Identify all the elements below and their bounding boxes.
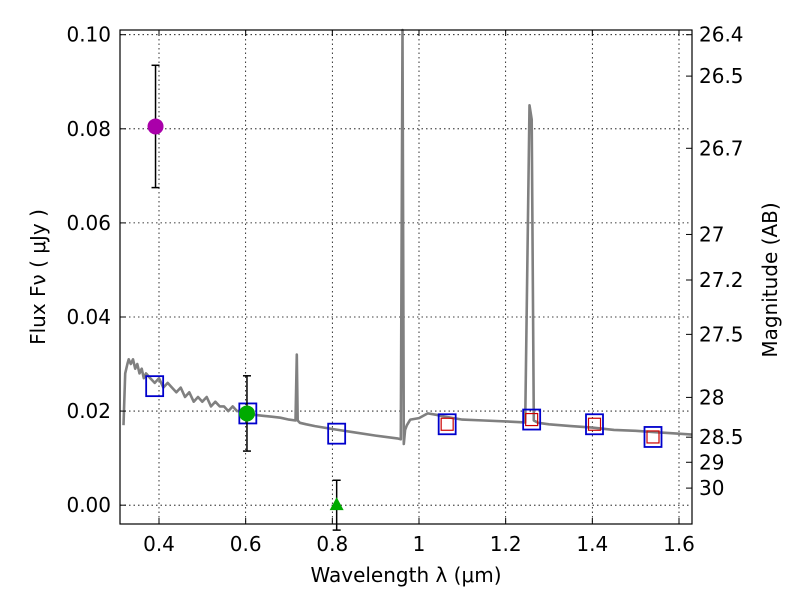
- x-tick-label: 0.8: [316, 532, 348, 556]
- y-tick-label: 0.00: [66, 493, 111, 517]
- y-tick-label: 0.02: [66, 399, 111, 423]
- x-tick-label: 0.4: [143, 532, 175, 556]
- observed-flux-point: [147, 118, 164, 135]
- observed-flux-point: [238, 405, 255, 422]
- ticks-layer: 0.4 0.6 0.8 1 1.2 1.4 1.6 0.00 0.02 0.04 0.06 0.08 0…: [66, 23, 743, 556]
- y2-tick-label: 27.2: [699, 268, 744, 292]
- model-flux-square: [643, 426, 663, 448]
- y2-tick-label: 28.5: [699, 425, 744, 449]
- y-axis-label: Flux Fν ( μJy ): [26, 209, 50, 345]
- model-flux-square: [327, 422, 347, 445]
- model-flux-square: [145, 375, 165, 398]
- model-flux-square-small: [646, 430, 660, 444]
- y2-tick-label: 30: [699, 476, 724, 500]
- y2-tick-label: 27: [699, 222, 724, 246]
- x-tick-label: 1.4: [576, 532, 608, 556]
- x-tick-label: 1.2: [490, 532, 522, 556]
- observed-flux-triangle: [329, 497, 344, 511]
- y-tick-label: 0.08: [66, 117, 111, 141]
- plot-frame: [119, 29, 693, 525]
- x-axis-label: Wavelength λ (μm): [310, 563, 501, 587]
- y2-tick-label: 26.4: [699, 23, 744, 47]
- model-spectrum-line: [122, 28, 693, 446]
- y2-tick-label: 29: [699, 450, 724, 474]
- model-flux-square: [585, 413, 604, 436]
- y2-axis-label: Magnitude (AB): [758, 202, 782, 357]
- x-tick-label: 1.6: [663, 532, 695, 556]
- y-tick-label: 0.06: [66, 211, 111, 235]
- x-tick-label: 0.6: [230, 532, 262, 556]
- y2-tick-label: 27.5: [699, 322, 744, 346]
- model-flux-square-small: [587, 417, 602, 431]
- model-flux-square-small: [440, 417, 454, 431]
- y-tick-label: 0.04: [66, 305, 111, 329]
- grid-lines: [120, 30, 692, 524]
- markers-layer: [145, 64, 663, 531]
- spectrum-layer: [122, 28, 693, 446]
- y2-tick-label: 26.5: [699, 64, 744, 88]
- y2-tick-label: 28: [699, 385, 724, 409]
- model-flux-square: [437, 413, 457, 436]
- y2-tick-label: 26.7: [699, 136, 744, 160]
- model-flux-square-small: [525, 412, 539, 427]
- x-tick-label: 1: [413, 532, 426, 556]
- model-flux-square: [522, 408, 542, 431]
- y-tick-label: 0.10: [66, 23, 111, 47]
